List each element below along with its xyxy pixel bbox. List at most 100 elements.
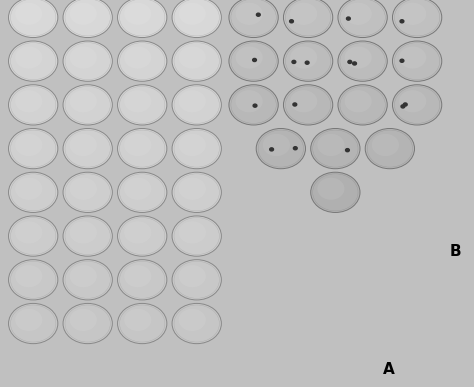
Circle shape [256,13,260,16]
Circle shape [179,90,206,112]
Circle shape [179,46,206,68]
Circle shape [9,85,58,125]
Circle shape [345,90,372,112]
Circle shape [118,0,167,38]
Circle shape [15,221,42,243]
Circle shape [70,221,97,243]
Circle shape [15,3,42,25]
Circle shape [70,46,97,68]
Circle shape [283,0,333,38]
Text: A: A [383,362,394,377]
Circle shape [229,85,278,125]
Circle shape [253,58,256,62]
Circle shape [293,103,297,106]
Circle shape [305,61,309,64]
Circle shape [70,134,97,156]
Circle shape [179,178,206,200]
Circle shape [63,216,112,256]
Circle shape [372,134,399,156]
Circle shape [179,265,206,287]
Circle shape [63,85,112,125]
Circle shape [270,148,273,151]
Circle shape [400,20,404,23]
Circle shape [283,85,333,125]
Circle shape [353,62,356,65]
Circle shape [229,0,278,38]
Circle shape [311,128,360,169]
Circle shape [70,90,97,112]
Circle shape [9,172,58,212]
Circle shape [229,41,278,81]
Circle shape [172,41,221,81]
Circle shape [253,104,257,107]
Circle shape [236,3,263,25]
Circle shape [172,303,221,344]
Circle shape [15,265,42,287]
Circle shape [172,85,221,125]
Circle shape [9,303,58,344]
Circle shape [15,178,42,200]
Circle shape [401,105,405,108]
Circle shape [345,46,372,68]
Circle shape [15,134,42,156]
Circle shape [345,3,372,25]
Circle shape [346,149,349,152]
Circle shape [311,172,360,212]
Circle shape [118,128,167,169]
Circle shape [63,41,112,81]
Circle shape [15,309,42,331]
Circle shape [9,216,58,256]
Circle shape [118,303,167,344]
Circle shape [236,90,263,112]
Circle shape [318,134,345,156]
Circle shape [293,147,297,150]
Circle shape [70,265,97,287]
Circle shape [118,216,167,256]
Circle shape [124,134,151,156]
Circle shape [70,309,97,331]
Circle shape [118,85,167,125]
Circle shape [348,60,352,63]
Circle shape [290,3,317,25]
Circle shape [172,0,221,38]
Circle shape [9,128,58,169]
Circle shape [399,90,426,112]
Circle shape [70,178,97,200]
Circle shape [179,309,206,331]
Circle shape [338,41,387,81]
Circle shape [124,46,151,68]
Circle shape [9,41,58,81]
Circle shape [392,0,442,38]
Circle shape [179,221,206,243]
Circle shape [365,128,414,169]
Text: B: B [449,244,461,259]
Circle shape [318,178,345,200]
Circle shape [124,90,151,112]
Circle shape [346,17,350,20]
Circle shape [283,41,333,81]
Circle shape [124,221,151,243]
Circle shape [63,172,112,212]
Circle shape [292,60,296,63]
Circle shape [124,265,151,287]
Circle shape [63,260,112,300]
Circle shape [118,260,167,300]
Circle shape [392,85,442,125]
Circle shape [236,46,263,68]
Circle shape [400,59,404,62]
Circle shape [124,309,151,331]
Circle shape [172,128,221,169]
Circle shape [15,46,42,68]
Circle shape [172,260,221,300]
Circle shape [290,20,293,23]
Circle shape [256,128,306,169]
Circle shape [63,128,112,169]
Circle shape [399,46,426,68]
Circle shape [63,0,112,38]
Circle shape [118,172,167,212]
Circle shape [403,103,407,106]
Circle shape [338,0,387,38]
Circle shape [9,260,58,300]
Circle shape [179,134,206,156]
Circle shape [172,216,221,256]
